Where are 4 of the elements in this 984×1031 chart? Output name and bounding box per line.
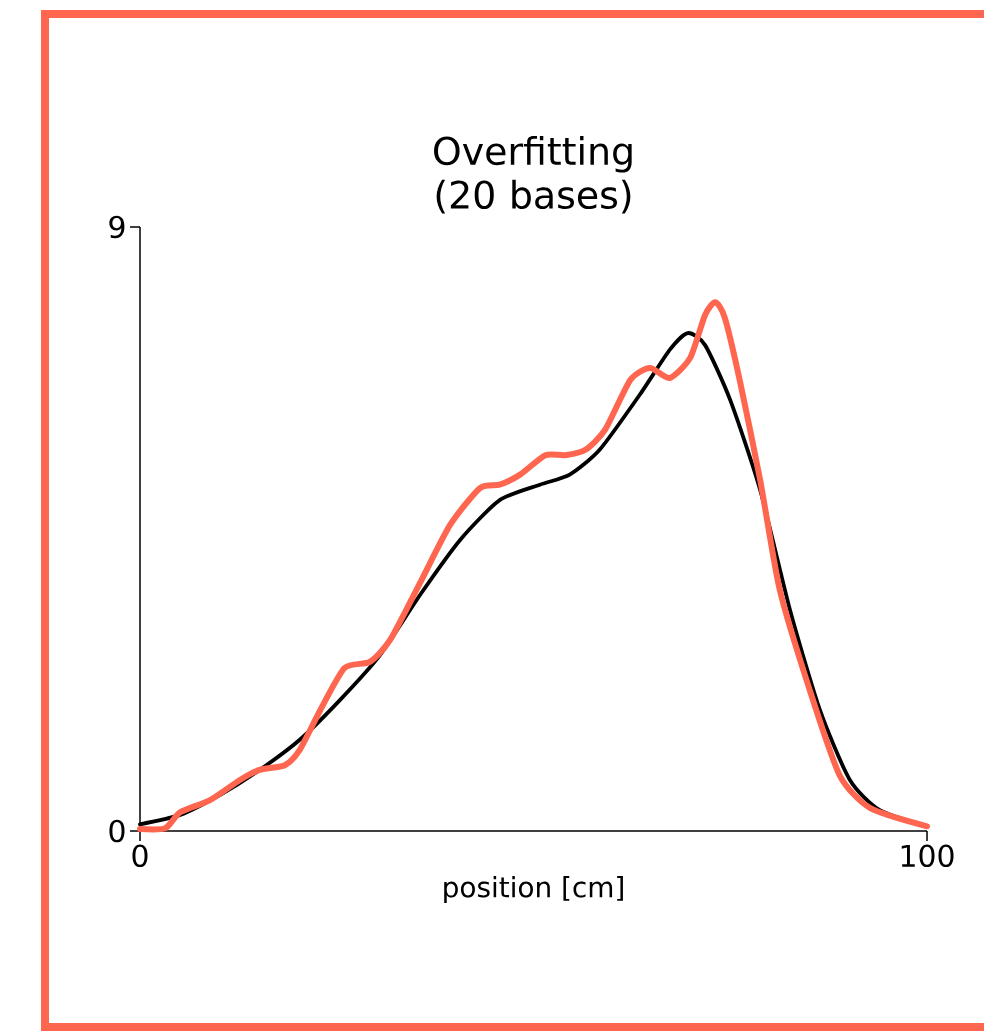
x-tick-label: 100 xyxy=(901,844,954,868)
chart-title: Overfitting (20 bases) xyxy=(434,135,632,214)
y-tick-label: 9 xyxy=(109,215,125,239)
x-axis-title: position [cm] xyxy=(444,875,623,903)
